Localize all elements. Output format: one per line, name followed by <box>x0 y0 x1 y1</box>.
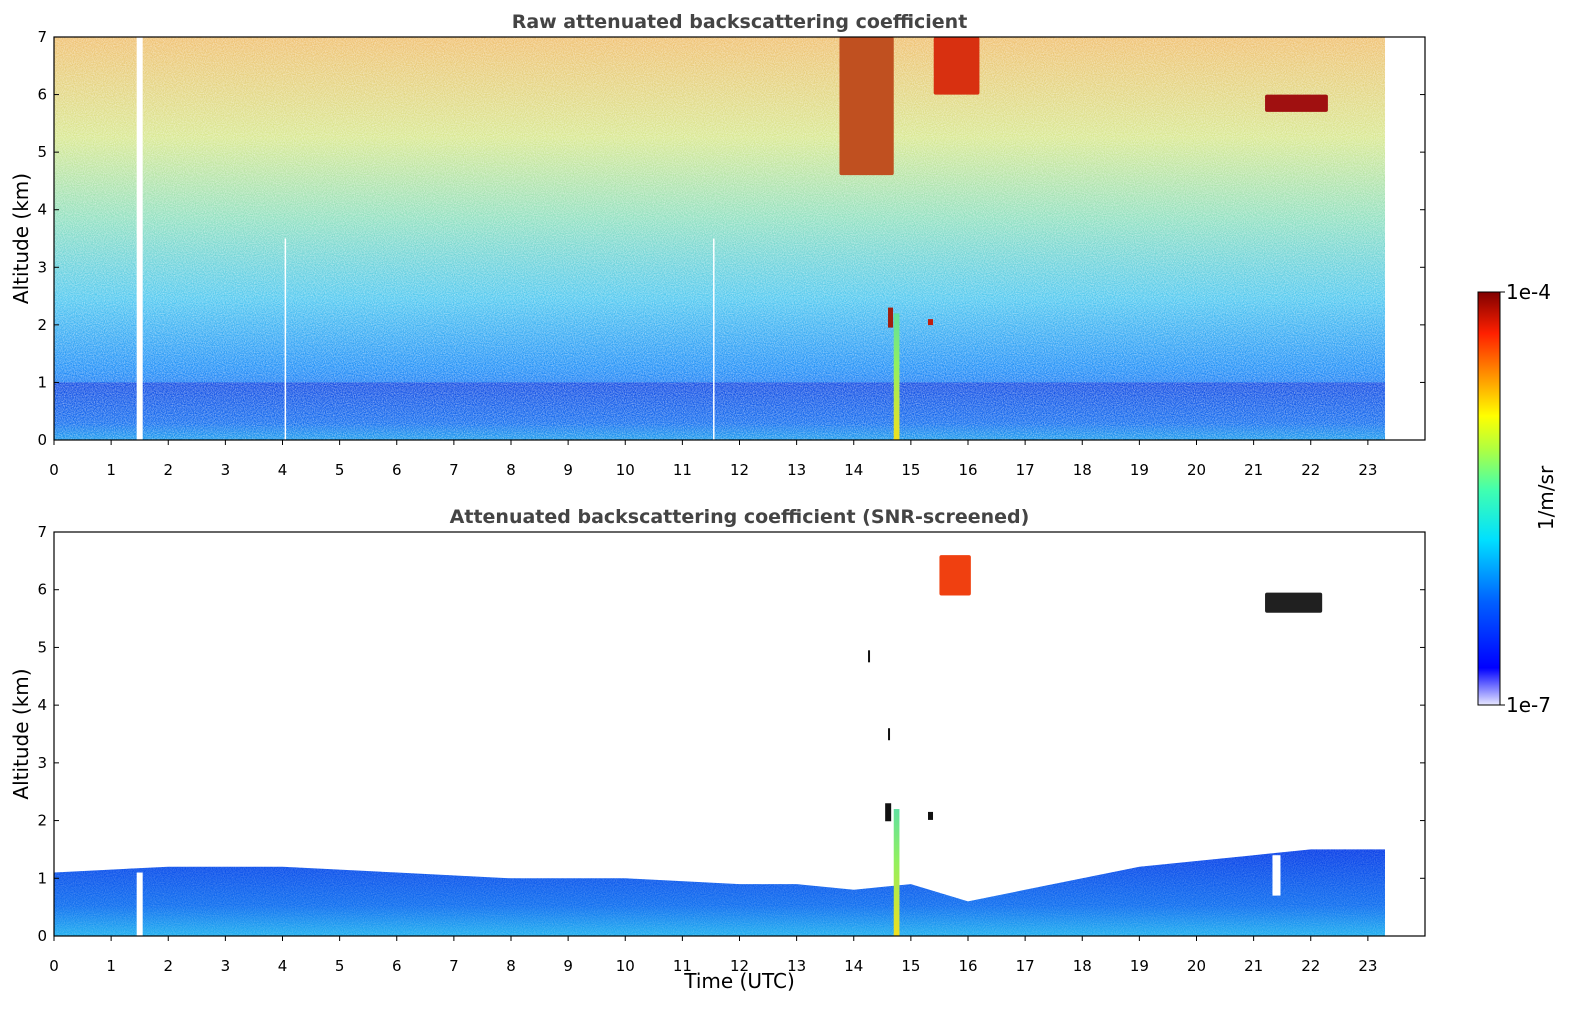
plume-column <box>893 313 900 440</box>
chart-title: Attenuated backscattering coefficient (S… <box>450 506 1030 528</box>
x-tick-label: 0 <box>49 461 59 479</box>
cloud-upper <box>933 37 980 95</box>
cloud-low <box>885 803 892 822</box>
x-tick-label: 23 <box>1358 461 1377 479</box>
x-tick-label: 18 <box>1073 957 1092 975</box>
x-tick-label: 9 <box>563 461 573 479</box>
x-tick-label: 5 <box>335 461 345 479</box>
x-tick-label: 16 <box>958 461 977 479</box>
x-tick-label: 17 <box>1016 957 1035 975</box>
x-tick-label: 14 <box>844 461 863 479</box>
y-tick-label: 2 <box>37 316 47 334</box>
colorbar-max-label: 1e-4 <box>1506 280 1551 304</box>
x-tick-label: 21 <box>1244 461 1263 479</box>
colorbar: 1e-4 1e-7 1/m/sr <box>1477 280 1558 717</box>
x-tick-label: 1 <box>106 461 116 479</box>
x-tick-label: 8 <box>506 461 516 479</box>
data-gap <box>136 872 143 936</box>
x-tick-label: 20 <box>1187 461 1206 479</box>
x-tick-label: 15 <box>901 461 920 479</box>
data-gap <box>284 238 287 440</box>
x-tick-label: 22 <box>1301 957 1320 975</box>
raw-backscatter-panel: Raw attenuated backscattering coefficien… <box>9 11 1426 479</box>
x-tick-label: 16 <box>958 957 977 975</box>
x-tick-label: 7 <box>449 957 459 975</box>
y-tick-label: 1 <box>37 373 47 391</box>
x-tick-label: 12 <box>730 461 749 479</box>
x-tick-label: 23 <box>1358 957 1377 975</box>
y-tick-label: 3 <box>37 754 47 772</box>
data-gap <box>136 37 143 440</box>
x-tick-label: 19 <box>1130 461 1149 479</box>
x-tick-label: 4 <box>278 461 288 479</box>
y-axis-label: Altitude (km) <box>9 668 33 799</box>
x-tick-label: 7 <box>449 461 459 479</box>
plume-column <box>893 809 900 936</box>
x-tick-label: 20 <box>1187 957 1206 975</box>
x-tick-label: 11 <box>673 957 692 975</box>
x-axis-label: Time (UTC) <box>683 969 795 993</box>
cloud-low <box>888 307 894 328</box>
cloud-upper <box>939 555 971 596</box>
data-gap <box>713 238 715 440</box>
colorbar-unit-label: 1/m/sr <box>1534 465 1558 530</box>
screened-backscatter-panel: Attenuated backscattering coefficient (S… <box>9 506 1426 993</box>
colorbar-min-label: 1e-7 <box>1506 693 1551 717</box>
x-tick-label: 2 <box>163 957 173 975</box>
cloud-low <box>928 811 934 820</box>
y-tick-label: 5 <box>37 638 47 656</box>
y-axis-label: Altitude (km) <box>9 173 33 304</box>
y-tick-label: 4 <box>37 201 47 219</box>
x-tick-label: 10 <box>616 461 635 479</box>
x-tick-label: 0 <box>49 957 59 975</box>
x-tick-label: 6 <box>392 461 402 479</box>
x-tick-label: 9 <box>563 957 573 975</box>
cloud-late <box>1265 592 1323 613</box>
y-tick-label: 6 <box>37 86 47 104</box>
x-tick-label: 3 <box>221 957 231 975</box>
chart-title: Raw attenuated backscattering coefficien… <box>512 11 968 33</box>
y-tick-label: 2 <box>37 812 47 830</box>
x-tick-label: 2 <box>163 461 173 479</box>
cloud-late <box>1265 94 1328 112</box>
cloud-low <box>928 319 934 326</box>
cloud-fragment <box>888 728 891 741</box>
x-tick-label: 15 <box>901 957 920 975</box>
noise-speckle <box>54 37 1386 440</box>
x-tick-label: 12 <box>730 957 749 975</box>
y-tick-label: 7 <box>37 28 47 46</box>
x-tick-label: 10 <box>616 957 635 975</box>
cloud-fragment <box>868 650 871 663</box>
x-tick-label: 1 <box>106 957 116 975</box>
y-tick-label: 4 <box>37 696 47 714</box>
x-tick-label: 8 <box>506 957 516 975</box>
x-tick-label: 3 <box>221 461 231 479</box>
y-tick-label: 3 <box>37 258 47 276</box>
y-tick-label: 0 <box>37 927 47 945</box>
y-tick-label: 0 <box>37 431 47 449</box>
noise-speckle <box>54 849 1386 936</box>
y-tick-label: 1 <box>37 869 47 887</box>
x-tick-label: 22 <box>1301 461 1320 479</box>
x-tick-label: 13 <box>787 957 806 975</box>
colorbar-gradient <box>1477 291 1501 706</box>
x-tick-label: 6 <box>392 957 402 975</box>
y-tick-label: 5 <box>37 143 47 161</box>
x-tick-label: 13 <box>787 461 806 479</box>
x-tick-label: 5 <box>335 957 345 975</box>
y-tick-label: 6 <box>37 581 47 599</box>
x-tick-label: 19 <box>1130 957 1149 975</box>
precip-streaks <box>839 37 894 176</box>
x-tick-label: 4 <box>278 957 288 975</box>
x-tick-label: 11 <box>673 461 692 479</box>
x-tick-label: 14 <box>844 957 863 975</box>
x-tick-label: 21 <box>1244 957 1263 975</box>
y-tick-label: 7 <box>37 523 47 541</box>
data-gap <box>1272 855 1281 896</box>
x-tick-label: 17 <box>1016 461 1035 479</box>
x-tick-label: 18 <box>1073 461 1092 479</box>
